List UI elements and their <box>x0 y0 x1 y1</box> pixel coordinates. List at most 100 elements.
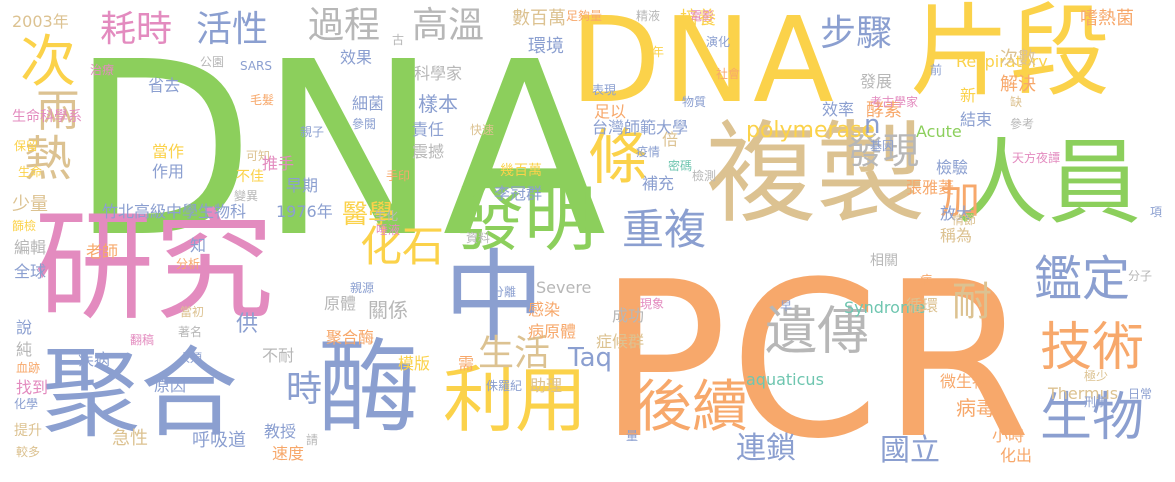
cloud-word: 前 <box>930 63 943 77</box>
cloud-word: 原因 <box>154 376 187 395</box>
cloud-word: 刑事 <box>1084 395 1109 409</box>
cloud-word: 耐 <box>952 279 992 325</box>
cloud-word: 親子 <box>300 125 325 139</box>
cloud-word: 化石 <box>360 222 445 271</box>
cloud-word: 說 <box>16 318 33 337</box>
cloud-word: 助理 <box>530 376 563 395</box>
cloud-word: 震撼 <box>412 142 445 161</box>
cloud-word: 篩檢 <box>12 219 37 233</box>
cloud-word: 早 <box>780 299 793 313</box>
cloud-word: 人員 <box>955 129 1141 237</box>
cloud-word: 生命 <box>18 165 43 179</box>
cloud-word: 年 <box>652 45 665 59</box>
cloud-word: 稱為 <box>940 226 973 245</box>
cloud-word: 速度 <box>272 444 305 463</box>
cloud-word: 保留 <box>14 139 39 153</box>
cloud-word: 作用 <box>152 162 185 181</box>
cloud-word: 關係 <box>368 298 408 322</box>
cloud-word: Thermus <box>1048 384 1119 403</box>
cloud-word: 教授 <box>264 422 297 441</box>
cloud-word: 病 <box>920 273 933 287</box>
cloud-word: 唾液 <box>376 223 401 237</box>
cloud-word: 需 <box>458 354 475 373</box>
cloud-word: 當作 <box>152 142 185 161</box>
cloud-word: 人類 <box>178 351 203 365</box>
cloud-word: 全球 <box>14 262 47 281</box>
cloud-word: Severe <box>536 278 592 297</box>
cloud-word: 生物 <box>1040 388 1145 448</box>
cloud-word: 檢測 <box>692 169 717 183</box>
cloud-word: 聚合酶 <box>326 328 375 347</box>
cloud-word: 找到 <box>16 378 49 397</box>
cloud-word: 治療 <box>90 63 115 77</box>
cloud-word: 缺 <box>1010 95 1023 109</box>
cloud-word: 資料 <box>466 231 491 245</box>
cloud-word: Acute <box>916 122 962 141</box>
cloud-word: 步驟 <box>820 13 893 54</box>
cloud-word: 嗜熱菌 <box>1080 8 1134 29</box>
cloud-word: 技術 <box>1040 318 1145 378</box>
cloud-word: Syndrome <box>844 298 926 317</box>
cloud-word: 聚合 <box>42 337 239 451</box>
cloud-word: 情節 <box>952 213 977 227</box>
cloud-word: 李冠群 <box>494 184 543 203</box>
cloud-word: 血跡 <box>16 361 41 375</box>
cloud-word: 省去 <box>148 76 181 95</box>
cloud-word: 著名 <box>178 325 203 339</box>
cloud-word: 感染 <box>528 300 561 319</box>
cloud-word: 張雅菱 <box>906 178 955 197</box>
cloud-word: 模版 <box>398 354 431 373</box>
cloud-word: 參考 <box>1010 117 1035 131</box>
cloud-word: 純 <box>16 340 33 359</box>
cloud-word: 高溫 <box>412 5 485 46</box>
cloud-word: 請 <box>306 433 319 447</box>
cloud-word: 極少 <box>1084 369 1109 383</box>
cloud-word: 酶 <box>318 329 420 448</box>
cloud-word: 細菌 <box>352 94 385 113</box>
cloud-word: 科學家 <box>414 64 463 83</box>
cloud-word: 效率 <box>822 100 855 119</box>
cloud-word: polymerase <box>746 118 876 143</box>
cloud-word: 倍 <box>662 130 679 149</box>
cloud-word: 生活 <box>478 333 551 374</box>
cloud-word: 分析 <box>176 257 201 271</box>
cloud-word: 分離 <box>492 285 517 299</box>
cloud-word: 環境 <box>528 36 564 57</box>
cloud-word: 不佳 <box>236 169 264 185</box>
cloud-word: 親源 <box>350 281 375 295</box>
cloud-word: 時 <box>286 369 323 410</box>
cloud-word: 侏羅紀 <box>486 379 523 393</box>
cloud-word: 知 <box>190 236 207 255</box>
cloud-word: 基因 <box>870 139 895 153</box>
cloud-word: 不耐 <box>262 346 295 365</box>
cloud-word: 公園 <box>200 55 225 69</box>
cloud-word: PCR <box>598 235 1034 482</box>
cloud-word: 效果 <box>340 48 373 67</box>
cloud-word: 天方夜譚 <box>1012 151 1061 165</box>
cloud-word: 精液 <box>636 9 661 23</box>
cloud-word: 發明 <box>452 177 597 261</box>
cloud-word: 微生物 <box>940 372 989 391</box>
cloud-word: 病毒 <box>956 396 996 420</box>
cloud-word: 考古學家 <box>870 95 919 109</box>
cloud-word: 2003年 <box>12 12 69 31</box>
cloud-word: 分子 <box>1128 269 1153 283</box>
cloud-word: 兩 <box>36 86 80 137</box>
cloud-word: 連鎖 <box>736 431 796 466</box>
cloud-word: 醫學 <box>342 200 395 230</box>
cloud-word: 耗時 <box>100 9 173 50</box>
cloud-word: 檢驗 <box>936 158 969 177</box>
cloud-word: 樣本 <box>418 92 458 116</box>
cloud-word: 小時 <box>992 426 1025 445</box>
cloud-word: 原體 <box>324 294 357 313</box>
cloud-word: 生命科學系 <box>12 109 82 125</box>
cloud-word: 現象 <box>640 297 665 311</box>
cloud-word: 足以 <box>594 102 627 121</box>
cloud-word: 供 <box>236 312 259 337</box>
cloud-word: aquaticus <box>746 370 824 389</box>
cloud-word: 台灣師範大學 <box>592 118 689 137</box>
cloud-word: 竹北高級中學生物科 <box>102 202 247 221</box>
cloud-word: Taq <box>568 343 613 373</box>
cloud-word: n <box>864 110 881 140</box>
